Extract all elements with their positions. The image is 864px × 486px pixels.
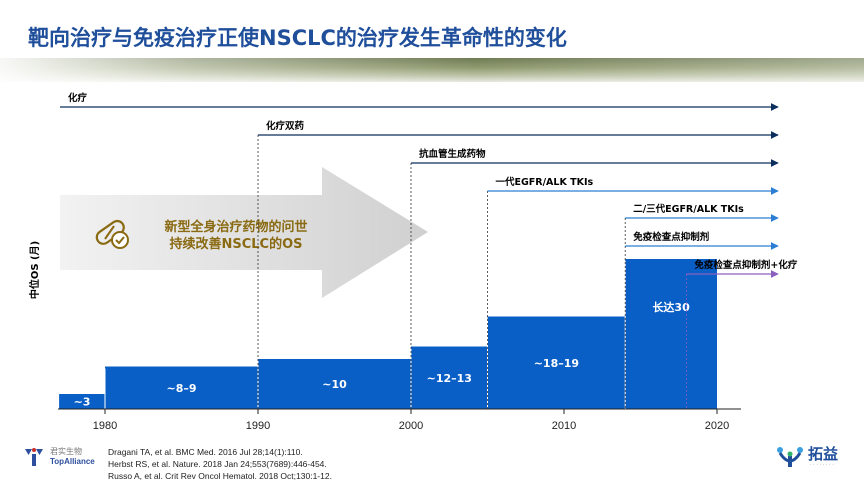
treatment-label: 化疗双药 <box>266 120 305 132</box>
arrow-text-line1: 新型全身治疗药物的问世 <box>164 219 307 235</box>
treatment-label: 免疫检查点抑制剂+化疗 <box>694 259 797 271</box>
header-banner-fade <box>0 58 864 82</box>
reference-item: Dragani TA, et al. BMC Med. 2016 Jul 28;… <box>108 447 303 457</box>
step-value-label: ~8–9 <box>166 382 196 395</box>
step-value-label: ~10 <box>322 378 347 391</box>
junshi-logo-icon <box>25 448 43 466</box>
topalliance-logo-icon <box>777 447 803 467</box>
junshi-logo-en: TopAlliance <box>50 457 95 466</box>
step-value-label: 长达30 <box>652 300 690 314</box>
pill-icon <box>95 219 129 249</box>
x-tick-label: 1980 <box>93 420 117 432</box>
x-tick-label: 2010 <box>552 420 576 432</box>
step-value-label: ~12–13 <box>427 372 472 385</box>
tuoyi-logo-cn: 拓益 <box>808 445 839 463</box>
step-value-label: ~18–19 <box>534 357 579 370</box>
x-tick-label: 2000 <box>399 420 423 432</box>
reference-item: Russo A, et al. Crit Rev Oncol Hematol. … <box>108 471 332 481</box>
junshi-logo: 君实生物 TopAlliance <box>22 443 95 473</box>
slide-title: 靶向治疗与免疫治疗正使NSCLC的治疗发生革命性的变化 <box>28 26 567 50</box>
x-tick-label: 2020 <box>705 420 729 432</box>
tuoyi-logo: 拓益 · · · · · · · · <box>776 443 856 473</box>
arrow-text-line2: 持续改善NSCLC的OS <box>169 236 302 252</box>
treatment-label: 二/三代EGFR/ALK TKIs <box>633 203 744 215</box>
treatment-label: 化疗 <box>68 92 88 104</box>
step-labels: ~3 ~8–9 ~10 ~12–13 ~18–19 长达30 <box>74 300 691 409</box>
step-value-label: ~3 <box>74 396 91 409</box>
x-ticks: 1980 1990 2000 2010 2020 <box>93 409 729 432</box>
os-step-area <box>59 259 718 409</box>
treatment-label: 一代EGFR/ALK TKIs <box>496 176 594 188</box>
x-tick-label: 1990 <box>246 420 270 432</box>
treatment-label: 免疫检查点抑制剂 <box>633 231 709 243</box>
treatment-label: 抗血管生成药物 <box>419 148 486 160</box>
reference-item: Herbst RS, et al. Nature. 2018 Jan 24;55… <box>108 459 327 469</box>
junshi-logo-cn: 君实生物 <box>50 447 82 456</box>
progress-arrow-shape <box>60 167 428 298</box>
references: Dragani TA, et al. BMC Med. 2016 Jul 28;… <box>108 446 332 482</box>
tuoyi-logo-subtext: · · · · · · · · <box>810 462 834 468</box>
y-axis-label: 中位OS (月) <box>30 240 41 300</box>
